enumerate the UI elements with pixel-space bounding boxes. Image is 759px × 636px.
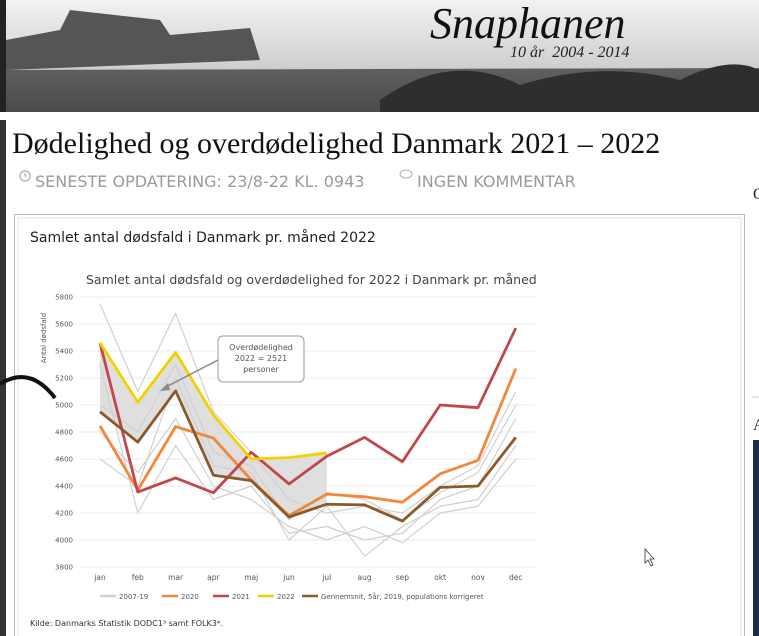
y-tick-label: 4600 [55,456,73,464]
x-tick-label: aug [358,573,372,582]
x-tick-label: jun [282,573,295,582]
y-tick-label: 4400 [55,483,73,491]
y-tick-label: 5800 [55,294,73,302]
legend-label: Gennemsnit, 5år, 2019, populations korri… [321,592,484,601]
figure-caption: Samlet antal dødsfald i Danmark pr. måne… [30,229,376,246]
x-tick-label: dec [509,573,523,582]
banner-trees [380,64,759,112]
banner-buildings [6,10,260,70]
plot: 3800 4000 4200 4400 4600 4800 5000 5200 5400 5600… [55,294,535,601]
sidebar-label: O [753,186,759,203]
x-tick-label: sep [396,573,410,582]
y-axis-label: Antal dødsfald [40,313,48,363]
post-title[interactable]: Dødelighed og overdødelighed Danmark 202… [12,127,660,160]
y-tick-label: 5000 [55,402,73,410]
annotation-text: personer [243,365,279,374]
x-tick-label: feb [132,573,144,582]
post-updated: SENESTE OPDATERING: 23/8-22 KL. 0943 [35,172,364,191]
x-tick-label: jan [93,573,106,582]
comment-icon [399,169,413,179]
series-line [98,327,518,495]
series-line [98,368,518,518]
x-tick-label: okt [434,573,446,582]
x-tick-label: mar [168,573,184,582]
site-name[interactable]: Snaphanen [430,0,626,48]
left-edge [0,0,6,112]
series-line [99,389,517,523]
sidebar-block [753,440,759,636]
series-line [99,377,517,557]
legend-label: 2007-19 [119,593,148,601]
site-tagline: 10 år 2004 - 2014 [510,44,630,61]
legend-label: 2020 [181,593,199,601]
y-tick-label: 3800 [55,564,73,572]
clock-icon [19,170,31,182]
figure-source: Kilde: Danmarks Statistik DODC1³ samt FO… [30,619,223,628]
chart-title: Samlet antal dødsfald og overdødelighed … [86,272,537,287]
spinner-arc [0,375,57,400]
post-comments[interactable]: INGEN KOMMENTAR [417,172,576,191]
legend-label: 2021 [232,593,250,601]
y-tick-label: 4200 [55,510,73,518]
legend-label: 2022 [277,593,295,601]
excess-area [100,342,327,518]
x-tick-label: maj [244,573,258,582]
left-border [0,120,6,636]
annotation-text: 2022 = 2521 [235,354,288,363]
annotation-box [217,335,305,383]
mouse-cursor [644,547,655,567]
annotation-arrow [163,359,219,389]
sidebar-label: A [753,417,759,434]
clock-hands [24,173,27,177]
annotation-text: Overdødelighed [229,343,293,352]
y-tick-label: 5200 [55,375,73,383]
series-line [99,364,517,541]
annotation-arrowhead [160,383,170,391]
y-tick-label: 4800 [55,429,73,437]
x-tick-label: jul [321,573,331,582]
series-line [99,417,517,544]
y-tick-label: 4000 [55,537,73,545]
x-tick-label: nov [471,573,485,582]
series-line [98,342,327,461]
y-tick-label: 5400 [55,348,73,356]
y-tick-label: 5600 [55,321,73,329]
x-tick-label: apr [207,573,220,582]
